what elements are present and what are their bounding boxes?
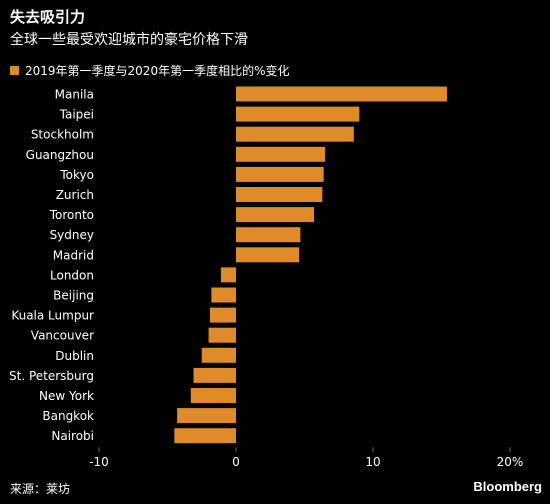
bar-stockholm [236,126,354,142]
legend: 2019年第一季度与2020年第一季度相比的%变化 [10,62,289,79]
bar-beijing [211,287,236,303]
category-label: Vancouver [31,329,94,343]
brand-logo: Bloomberg [473,479,542,494]
category-label: St. Petersburg [9,369,94,383]
category-label: Dublin [55,349,94,363]
category-label: Nairobi [51,429,94,443]
bar-nairobi [174,428,236,444]
category-label: Kuala Lumpur [11,309,94,323]
bar-manila [236,86,447,102]
bar-guangzhou [236,146,326,162]
category-label: Zurich [56,188,94,202]
legend-label: 2019年第一季度与2020年第一季度相比的%变化 [25,64,290,78]
source-note: 来源：莱坊 [10,482,71,496]
bar-kuala-lumpur [209,307,236,323]
bar-new-york [190,388,236,403]
category-label: Taipei [59,108,94,122]
x-tick-label: 20% [497,455,524,469]
chart-title: 失去吸引力 [10,8,86,26]
bar-st-petersburg [193,367,236,383]
chart-subtitle: 全球一些最受欢迎城市的豪宅价格下滑 [10,32,248,48]
category-label: London [50,268,94,282]
category-label: Sydney [50,228,94,242]
category-label: Tokyo [59,168,94,182]
x-tick-label: -10 [89,455,109,469]
category-label: Stockholm [31,128,94,142]
bar-toronto [236,207,315,223]
x-tick-label: 10 [365,455,380,469]
bar-madrid [236,247,300,263]
category-label: Beijing [53,289,94,303]
category-label: Toronto [49,208,94,222]
category-label: Manila [55,88,94,102]
bar-vancouver [208,327,236,343]
category-label: Madrid [53,248,94,262]
bar-london [220,267,236,283]
bar-sydney [236,227,301,243]
category-label: Guangzhou [26,148,94,162]
bar-bangkok [177,408,236,424]
category-label: Bangkok [42,409,94,423]
bar-taipei [236,106,360,122]
bar-zurich [236,187,323,202]
x-tick-label: 0 [232,455,240,469]
bar-dublin [201,347,236,363]
legend-swatch [10,66,19,75]
category-label: New York [39,389,94,403]
bar-tokyo [236,166,324,182]
